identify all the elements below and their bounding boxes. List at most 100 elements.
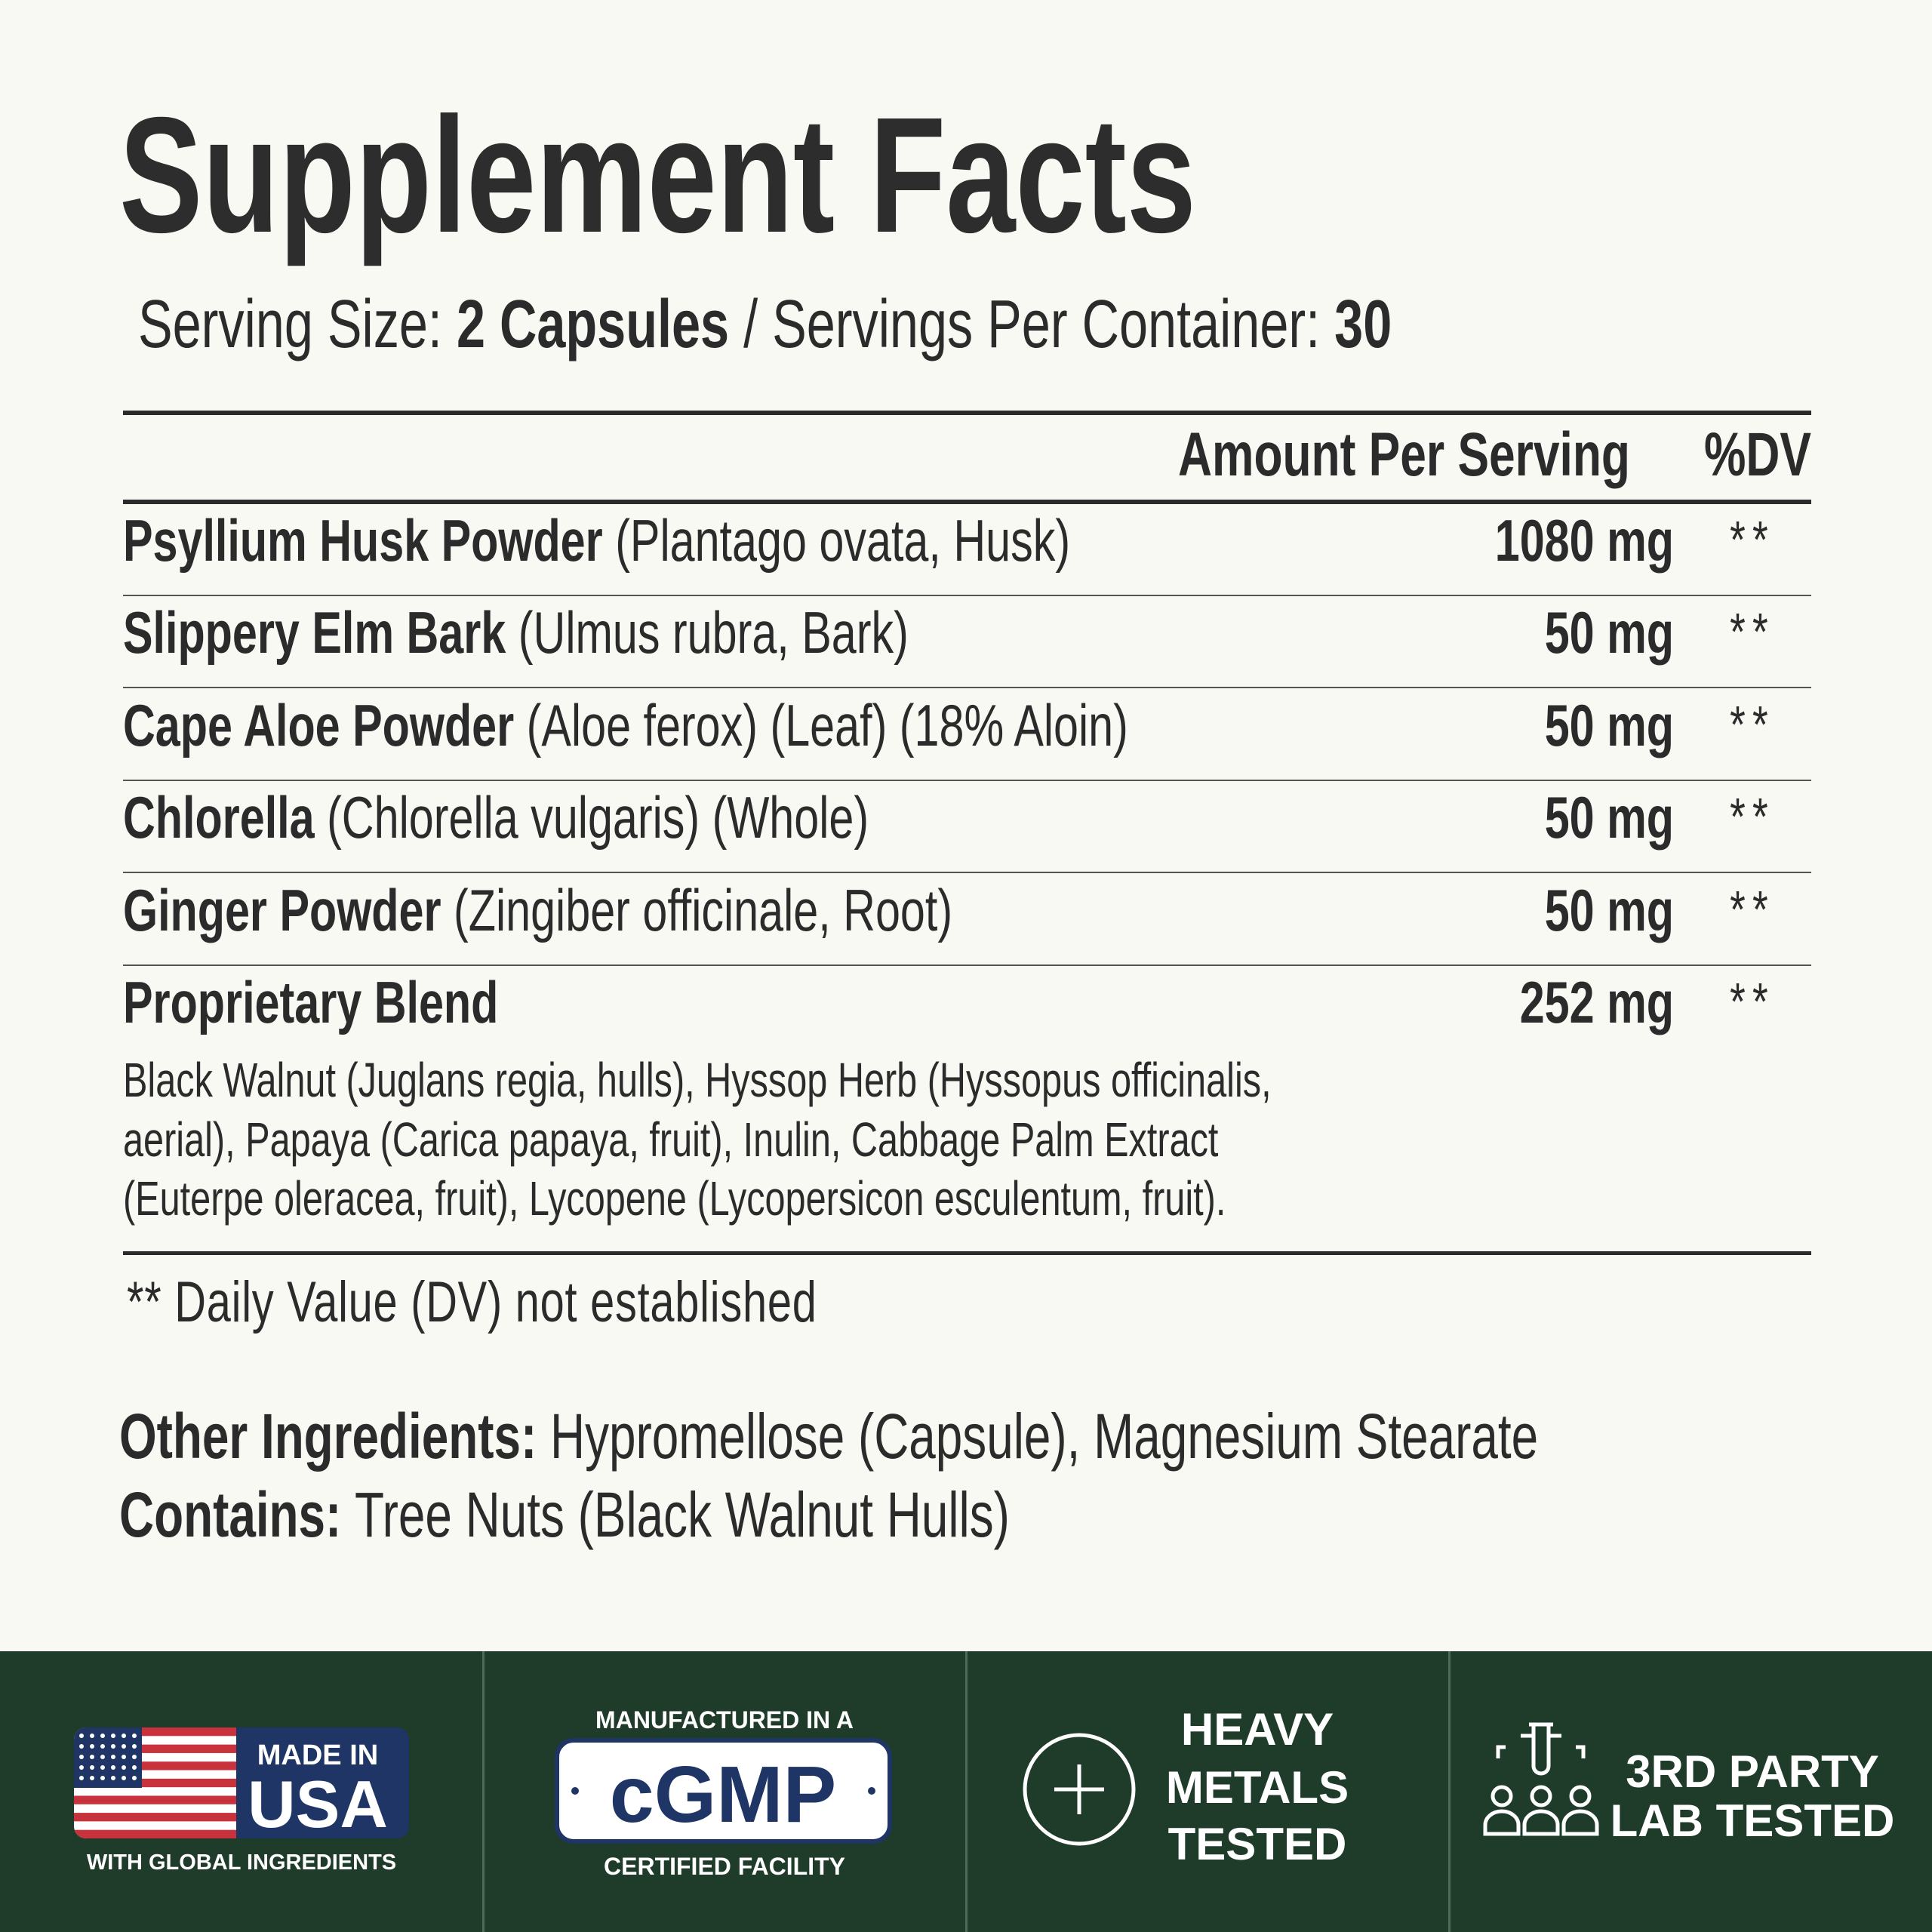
text-part: ** <box>1730 788 1775 847</box>
text-part: Ginger Powder <box>123 877 441 943</box>
contains: Contains: Tree Nuts (Black Walnut Hulls) <box>119 1478 1010 1550</box>
star <box>90 1776 94 1780</box>
background <box>0 0 1932 1651</box>
text-part: MADE IN <box>257 1740 378 1771</box>
dv: ** <box>1730 603 1775 662</box>
blend-ingredients: Black Walnut (Juglans regia, hulls), Hys… <box>123 1054 1272 1108</box>
rule-thin <box>123 595 1811 596</box>
text-part: Chlorella <box>123 784 315 851</box>
star <box>122 1765 126 1770</box>
text-part: ** <box>1730 696 1775 755</box>
rule-thin <box>123 687 1811 688</box>
star <box>122 1776 126 1780</box>
amount: 50 mg <box>1545 784 1674 851</box>
star <box>79 1734 84 1738</box>
star <box>111 1744 115 1749</box>
star <box>132 1765 137 1770</box>
amount: 50 mg <box>1545 692 1674 758</box>
ingredient: Cape Aloe Powder (Aloe ferox) (Leaf) (18… <box>123 692 1128 758</box>
star <box>100 1755 105 1759</box>
star <box>100 1744 105 1749</box>
rule-thick <box>123 1251 1811 1255</box>
text-part: Serving Size: <box>138 286 442 361</box>
badge-line: 3RD PARTY <box>1626 1746 1879 1797</box>
stripe <box>74 1744 236 1753</box>
facts-text: Supplement Facts Serving Size: 2 Capsules… <box>119 84 1811 1550</box>
text-part: TESTED <box>1168 1819 1347 1869</box>
text-part: 50 mg <box>1545 599 1674 666</box>
other-ingredients: Other Ingredients: Hypromellose (Capsule… <box>119 1400 1538 1472</box>
star <box>90 1734 94 1738</box>
badge-line: MADE IN <box>257 1740 378 1771</box>
usa-box <box>226 1727 409 1838</box>
text-part: Hypromellose (Capsule), Magnesium Steara… <box>550 1400 1538 1472</box>
stripe <box>74 1778 236 1788</box>
text-part: aerial), Papaya (Carica papaya, fruit), … <box>123 1114 1219 1168</box>
text-part: %DV <box>1704 420 1811 489</box>
text-part: ** <box>1730 511 1775 570</box>
star <box>122 1734 126 1738</box>
text-part: WITH GLOBAL INGREDIENTS <box>87 1850 396 1875</box>
text-part: 50 mg <box>1545 784 1674 851</box>
text-part: (Euterpe oleracea, fruit), Lycopene (Lyc… <box>123 1173 1226 1226</box>
star <box>111 1776 115 1780</box>
dv: ** <box>1730 511 1775 570</box>
column-header: %DV <box>1704 420 1811 489</box>
star <box>100 1734 105 1738</box>
flag <box>74 1727 236 1838</box>
star <box>90 1755 94 1759</box>
star <box>79 1776 84 1780</box>
star <box>132 1744 137 1749</box>
text-part: ** <box>1730 603 1775 662</box>
amount: 1080 mg <box>1495 507 1674 574</box>
rule-thin <box>123 780 1811 781</box>
dv: ** <box>1730 696 1775 755</box>
stripe <box>74 1813 236 1822</box>
stripe <box>74 1761 236 1770</box>
text-part: Amount Per Serving <box>1178 420 1630 489</box>
text-part: (Ulmus rubra, Bark) <box>518 599 909 666</box>
blend-ingredients: aerial), Papaya (Carica papaya, fruit), … <box>123 1114 1219 1168</box>
star <box>122 1744 126 1749</box>
dv: ** <box>1730 881 1775 940</box>
divider <box>965 1651 968 1932</box>
footnote: ** Daily Value (DV) not established <box>127 1270 817 1334</box>
badge-line: USA <box>248 1767 388 1841</box>
text-part: ** Daily Value (DV) not established <box>127 1270 817 1334</box>
ingredient: Slippery Elm Bark (Ulmus rubra, Bark) <box>123 599 909 666</box>
stripe <box>74 1727 236 1737</box>
star <box>111 1755 115 1759</box>
text-part: USA <box>248 1767 388 1841</box>
star <box>132 1734 137 1738</box>
star <box>111 1765 115 1770</box>
title: Supplement Facts <box>119 84 1196 267</box>
star <box>132 1755 137 1759</box>
badge-line: CERTIFIED FACILITY <box>604 1853 845 1880</box>
dv: ** <box>1730 973 1775 1032</box>
text-part: (Zingiber officinale, Root) <box>454 877 952 943</box>
rule-thick <box>123 411 1811 415</box>
text-part: Proprietary Blend <box>123 969 498 1035</box>
stripe <box>74 1829 236 1838</box>
ingredient: Chlorella (Chlorella vulgaris) (Whole) <box>123 784 869 851</box>
text-part: METALS <box>1166 1762 1349 1813</box>
text-part: 252 mg <box>1520 969 1674 1035</box>
star <box>90 1744 94 1749</box>
badge-line: cGMP <box>610 1750 836 1839</box>
amount: 252 mg <box>1520 969 1674 1035</box>
amount: 50 mg <box>1545 599 1674 666</box>
text-part: Slippery Elm Bark <box>123 599 506 666</box>
text-part: (Aloe ferox) (Leaf) (18% Aloin) <box>527 692 1128 758</box>
star <box>79 1744 84 1749</box>
divider <box>1448 1651 1451 1932</box>
dot <box>571 1787 579 1795</box>
column-header: Amount Per Serving <box>1178 420 1630 489</box>
text-part: (Chlorella vulgaris) (Whole) <box>327 784 869 851</box>
text-part: Contains: <box>119 1478 341 1550</box>
star <box>79 1765 84 1770</box>
text-part: Tree Nuts (Black Walnut Hulls) <box>355 1478 1010 1550</box>
star <box>79 1755 84 1759</box>
